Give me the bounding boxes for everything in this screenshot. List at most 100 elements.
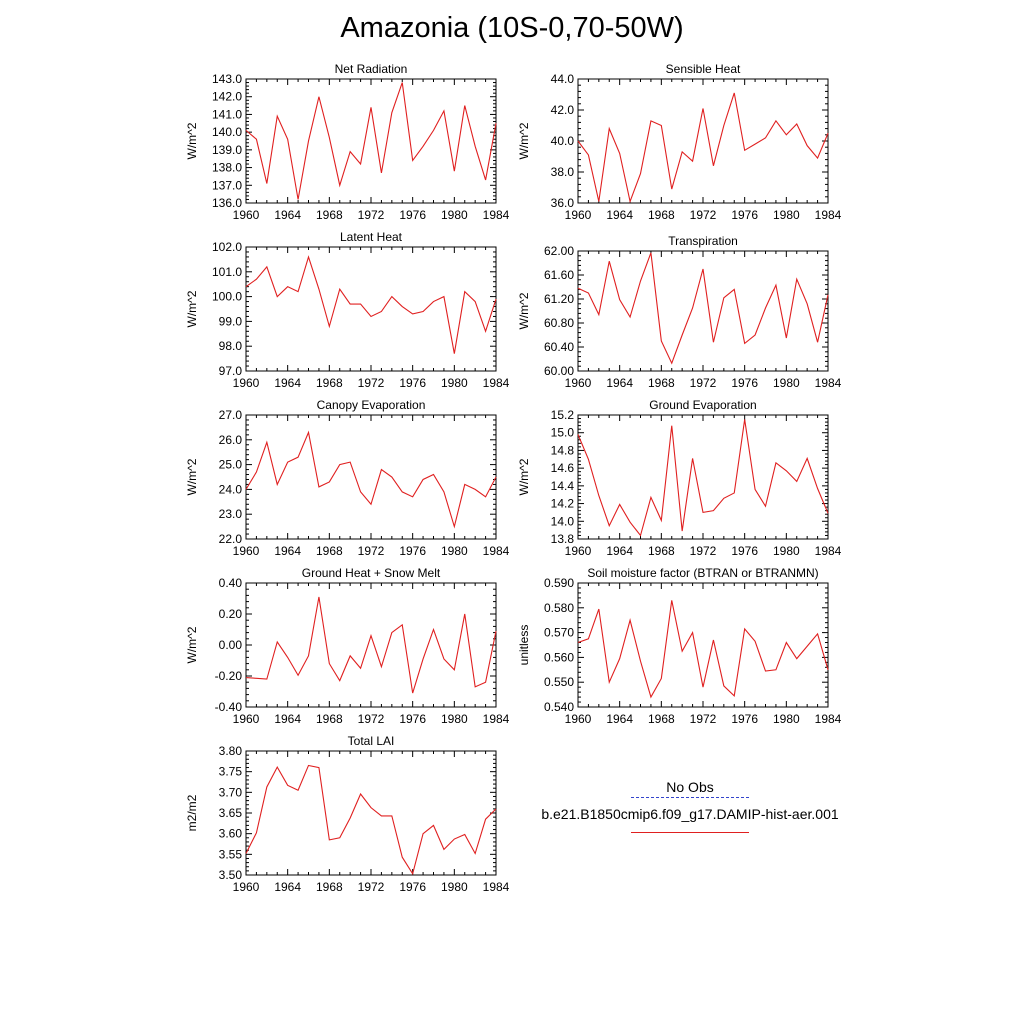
panel-4: Canopy Evaporation W/m^2 22.0 23.0 24.0 25.0 2…	[185, 398, 510, 558]
panel-2: Latent Heat W/m^2 97.0 98.0 99.0 100.0 101.0 10…	[185, 230, 510, 390]
y-tick-label: 143.0	[212, 72, 242, 86]
y-tick-label: 42.0	[551, 103, 575, 117]
x-tick-label: 1976	[731, 544, 758, 558]
y-tick-label: 0.540	[544, 700, 574, 714]
x-tick-label: 1976	[731, 208, 758, 222]
x-tick-label: 1972	[690, 376, 717, 390]
y-tick-label: 14.0	[551, 514, 575, 528]
y-tick-label: 3.70	[219, 785, 243, 799]
x-tick-label: 1980	[441, 712, 468, 726]
y-tick-label: 44.0	[551, 72, 575, 86]
y-axis-label: W/m^2	[185, 122, 199, 159]
y-tick-label: 98.0	[219, 339, 243, 353]
x-tick-label: 1964	[274, 208, 301, 222]
panel-1: Sensible Heat W/m^2 36.0 38.0 40.0 42.0 44.0 19…	[517, 62, 842, 222]
y-tick-label: 15.0	[551, 426, 575, 440]
y-tick-label: 24.0	[219, 482, 243, 496]
x-tick-label: 1968	[648, 208, 675, 222]
y-tick-label: 99.0	[219, 314, 243, 328]
y-tick-label: 38.0	[551, 165, 575, 179]
y-tick-label: 3.75	[219, 765, 243, 779]
y-axis-label: W/m^2	[517, 122, 531, 159]
x-tick-label: 1968	[316, 544, 343, 558]
panel-title: Ground Evaporation	[649, 398, 756, 412]
x-tick-label: 1964	[606, 712, 633, 726]
series-line	[245, 82, 497, 200]
y-tick-label: 14.8	[551, 443, 575, 457]
y-tick-label: 102.0	[212, 240, 242, 254]
x-tick-label: 1972	[358, 544, 385, 558]
x-tick-label: 1984	[815, 208, 842, 222]
x-tick-label: 1984	[815, 712, 842, 726]
x-tick-label: 1964	[274, 544, 301, 558]
y-tick-label: 60.00	[544, 364, 574, 378]
x-tick-label: 1960	[565, 544, 592, 558]
panel-5: Ground Evaporation W/m^2 13.8 14.0 14.2 14.4 1…	[517, 398, 842, 558]
legend-label-obs: No Obs	[666, 779, 714, 795]
x-tick-label: 1964	[606, 376, 633, 390]
y-tick-label: 136.0	[212, 196, 242, 210]
x-tick-label: 1976	[399, 544, 426, 558]
x-tick-label: 1960	[565, 712, 592, 726]
x-tick-label: 1960	[233, 544, 260, 558]
panel-frame	[577, 414, 829, 540]
y-tick-label: 40.0	[551, 134, 575, 148]
legend-line-obs	[631, 797, 749, 798]
y-tick-label: 3.80	[219, 744, 243, 758]
y-tick-label: 61.20	[544, 292, 574, 306]
y-tick-label: 60.40	[544, 340, 574, 354]
x-tick-label: 1984	[483, 208, 510, 222]
x-tick-label: 1960	[233, 880, 260, 894]
y-tick-label: 0.570	[544, 626, 574, 640]
y-tick-label: 101.0	[212, 265, 242, 279]
x-tick-label: 1960	[565, 208, 592, 222]
x-tick-label: 1980	[441, 376, 468, 390]
y-tick-label: 0.560	[544, 650, 574, 664]
legend: No Obs b.e21.B1850cmip6.f09_g17.DAMIP-hi…	[512, 775, 868, 833]
x-tick-label: 1968	[316, 880, 343, 894]
legend-label-model: b.e21.B1850cmip6.f09_g17.DAMIP-hist-aer.…	[541, 806, 839, 822]
y-tick-label: 3.60	[219, 827, 243, 841]
x-tick-label: 1976	[399, 376, 426, 390]
y-tick-label: 14.4	[551, 479, 575, 493]
y-tick-label: 137.0	[212, 178, 242, 192]
panel-frame	[245, 78, 497, 204]
y-tick-label: 0.40	[219, 576, 243, 590]
y-tick-label: 0.580	[544, 601, 574, 615]
panel-8: Total LAI m2/m2 3.50 3.55 3.60 3.65 3.70 3.75 3.…	[185, 734, 510, 894]
panel-frame	[245, 246, 497, 372]
x-tick-label: 1968	[648, 712, 675, 726]
legend-entry-obs: No Obs	[512, 779, 868, 798]
x-tick-label: 1972	[358, 376, 385, 390]
x-tick-label: 1976	[399, 880, 426, 894]
y-tick-label: 3.65	[219, 806, 243, 820]
x-tick-label: 1972	[690, 208, 717, 222]
y-axis-label: unitless	[517, 625, 531, 666]
y-tick-label: 23.0	[219, 507, 243, 521]
y-axis-label: m2/m2	[185, 794, 199, 831]
x-tick-label: 1980	[773, 544, 800, 558]
y-tick-label: 0.20	[219, 607, 243, 621]
series-line	[577, 600, 829, 699]
x-tick-label: 1980	[441, 880, 468, 894]
y-tick-label: 140.0	[212, 125, 242, 139]
panel-3: Transpiration W/m^2 60.00 60.40 60.80 61.20 61…	[517, 234, 842, 390]
x-tick-label: 1976	[731, 376, 758, 390]
main-title: Amazonia (10S-0,70-50W)	[340, 12, 684, 44]
x-tick-label: 1972	[358, 712, 385, 726]
x-tick-label: 1980	[773, 208, 800, 222]
x-tick-label: 1960	[565, 376, 592, 390]
panel-title: Net Radiation	[335, 62, 408, 76]
x-tick-label: 1976	[399, 208, 426, 222]
series-line	[245, 764, 497, 876]
y-tick-label: 26.0	[219, 433, 243, 447]
panel-0: Net Radiation W/m^2 136.0 137.0 138.0 139.0 14…	[185, 62, 510, 222]
x-tick-label: 1960	[233, 208, 260, 222]
y-tick-label: 3.55	[219, 847, 243, 861]
y-axis-label: W/m^2	[185, 290, 199, 327]
x-tick-label: 1968	[316, 712, 343, 726]
panel-7: Soil moisture factor (BTRAN or BTRANMN) u…	[517, 566, 842, 726]
panel-frame	[245, 414, 497, 540]
y-tick-label: 15.2	[551, 408, 575, 422]
x-tick-label: 1968	[316, 376, 343, 390]
